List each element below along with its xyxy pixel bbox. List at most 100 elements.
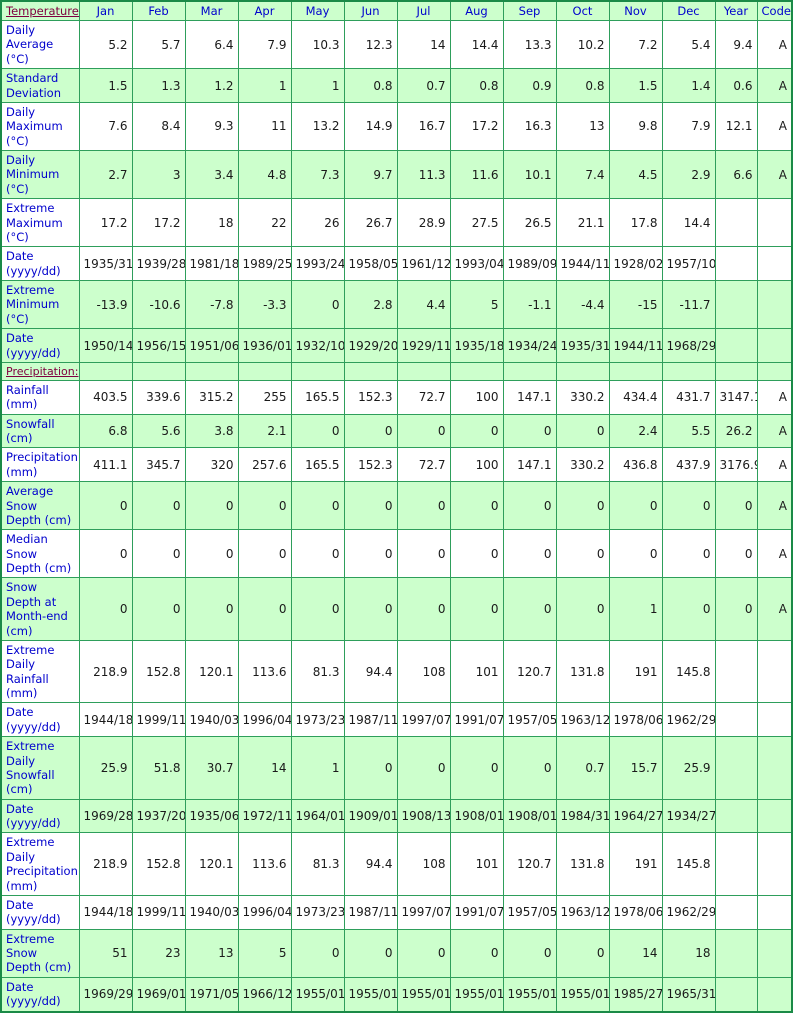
- cell-value: 1957/05: [502, 894, 557, 930]
- table-row: Extreme Daily Rainfall (mm) 218.9 152.8 120…: [0, 639, 793, 704]
- column-header-dec: Dec: [661, 0, 716, 21]
- section-divider-filler: [756, 361, 793, 381]
- cell-value: 13: [555, 101, 610, 152]
- cell-code: A: [756, 577, 793, 641]
- table-row: Median Snow Depth (cm) 0 0 0 0 0 0 0 0 0 0 0 0 0 A: [0, 529, 793, 579]
- cell-value: 0: [714, 529, 758, 579]
- table-header-row: Temperature: Jan Feb Mar Apr May Jun Jul Aug Sep O…: [0, 0, 793, 21]
- cell-value: 10.3: [290, 19, 345, 70]
- cell-value: 0: [290, 577, 345, 641]
- column-header-jul: Jul: [396, 0, 451, 21]
- cell-value: 0: [131, 577, 186, 641]
- cell-value: 1.2: [184, 68, 239, 103]
- cell-value: 1929/11+: [396, 328, 451, 363]
- cell-value: 1940/03: [184, 702, 239, 738]
- cell-value: 0: [502, 736, 557, 800]
- cell-value: [714, 736, 758, 800]
- cell-value: 1955/01+: [449, 976, 504, 1013]
- cell-value: 0: [555, 577, 610, 641]
- row-label: Snow Depth at Month-end (cm): [0, 577, 80, 641]
- cell-value: 131.8: [555, 832, 610, 896]
- cell-value: 218.9: [78, 639, 133, 704]
- column-header-year: Year: [714, 0, 758, 21]
- cell-code: A: [756, 101, 793, 152]
- cell-value: [714, 639, 758, 704]
- cell-value: 0: [290, 279, 345, 330]
- row-label: Date (yyyy/dd): [0, 798, 80, 834]
- cell-value: 0: [502, 529, 557, 579]
- cell-value: 1.4: [661, 68, 716, 103]
- cell-value: 0: [78, 529, 133, 579]
- cell-value: 1969/28: [78, 798, 133, 834]
- cell-value: 23: [131, 928, 186, 978]
- cell-value: 1: [608, 577, 663, 641]
- cell-value: 2.4: [608, 413, 663, 449]
- column-header-jun: Jun: [343, 0, 398, 21]
- cell-value: 436.8: [608, 447, 663, 483]
- cell-value: 1973/23: [290, 894, 345, 930]
- cell-value: 2.9: [661, 149, 716, 200]
- cell-value: 1973/23: [290, 702, 345, 738]
- cell-value: 4.5: [608, 149, 663, 200]
- cell-value: 13: [184, 928, 239, 978]
- cell-value: 1987/11: [343, 894, 398, 930]
- table-row: Average Snow Depth (cm) 0 0 0 0 0 0 0 0 0 0 0 0 0 A: [0, 481, 793, 531]
- cell-code: A: [756, 529, 793, 579]
- cell-value: 0: [343, 577, 398, 641]
- cell-value: 165.5: [290, 447, 345, 483]
- cell-value: 0: [237, 481, 292, 531]
- cell-value: 3.4: [184, 149, 239, 200]
- cell-value: 120.7: [502, 832, 557, 896]
- cell-value: 51: [78, 928, 133, 978]
- cell-value: 152.8: [131, 832, 186, 896]
- cell-value: 0: [396, 577, 451, 641]
- row-label: Extreme Snow Depth (cm): [0, 928, 80, 978]
- cell-value: [714, 894, 758, 930]
- cell-value: 5.5: [661, 413, 716, 449]
- cell-value: 255: [237, 379, 292, 415]
- cell-code: [756, 976, 793, 1013]
- cell-value: 1991/07: [449, 702, 504, 738]
- cell-value: 0: [343, 736, 398, 800]
- cell-code: A: [756, 413, 793, 449]
- cell-value: 101: [449, 832, 504, 896]
- cell-value: 81.3: [290, 639, 345, 704]
- cell-value: 5.2: [78, 19, 133, 70]
- cell-value: 0: [502, 413, 557, 449]
- cell-code: A: [756, 379, 793, 415]
- table-row: Date (yyyy/dd)1969/291969/01+1971/051966…: [0, 976, 793, 1013]
- cell-code: [756, 702, 793, 738]
- cell-value: 14.4: [449, 19, 504, 70]
- cell-value: 17.2: [78, 198, 133, 248]
- cell-value: 0.8: [343, 68, 398, 103]
- column-header-aug: Aug: [449, 0, 504, 21]
- cell-value: 330.2: [555, 447, 610, 483]
- cell-value: 6.8: [78, 413, 133, 449]
- cell-value: 5.7: [131, 19, 186, 70]
- cell-value: 1.5: [608, 68, 663, 103]
- cell-value: 1978/06: [608, 702, 663, 738]
- cell-value: 1989/25: [237, 246, 292, 281]
- cell-value: 5: [449, 279, 504, 330]
- cell-value: 0: [396, 529, 451, 579]
- section-divider-precipitation: Precipitation:: [0, 361, 793, 381]
- cell-value: 0: [502, 481, 557, 531]
- cell-value: 1965/31: [661, 976, 716, 1013]
- cell-value: 1932/10: [290, 328, 345, 363]
- cell-value: 13.3: [502, 19, 557, 70]
- cell-value: 0: [396, 736, 451, 800]
- cell-value: 1908/01+: [502, 798, 557, 834]
- cell-value: 1928/02: [608, 246, 663, 281]
- section-title-precipitation: Precipitation:: [0, 361, 80, 381]
- cell-value: 11.6: [449, 149, 504, 200]
- cell-value: 0: [343, 481, 398, 531]
- cell-value: 3.8: [184, 413, 239, 449]
- cell-value: 1997/07: [396, 702, 451, 738]
- table-row: Snow Depth at Month-end (cm) 0 0 0 0 0 0 0 0 0 0 1 0…: [0, 577, 793, 641]
- cell-value: 1958/05: [343, 246, 398, 281]
- cell-value: 0: [449, 481, 504, 531]
- cell-value: 0: [555, 529, 610, 579]
- cell-code: [756, 798, 793, 834]
- cell-value: 25.9: [78, 736, 133, 800]
